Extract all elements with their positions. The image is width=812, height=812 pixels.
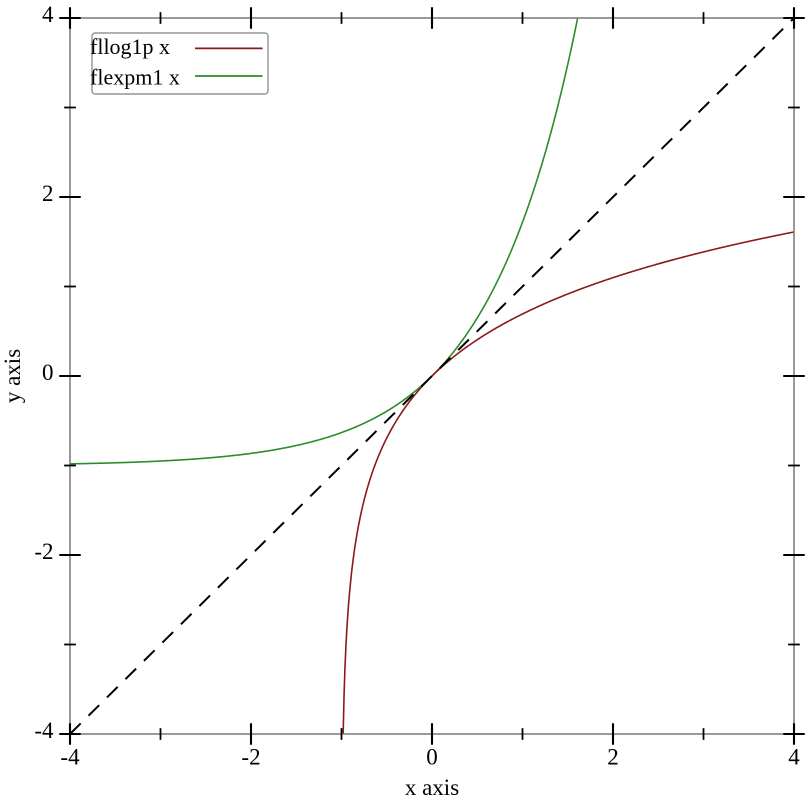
- svg-text:0: 0: [42, 360, 54, 385]
- svg-text:4: 4: [42, 2, 54, 27]
- svg-text:0: 0: [426, 744, 438, 769]
- svg-text:x axis: x axis: [405, 775, 459, 800]
- svg-text:2: 2: [607, 744, 619, 769]
- svg-text:flexpm1 x: flexpm1 x: [90, 65, 180, 90]
- svg-text:2: 2: [42, 181, 54, 206]
- svg-text:4: 4: [788, 744, 800, 769]
- svg-text:y axis: y axis: [0, 349, 25, 403]
- svg-text:-4: -4: [34, 718, 54, 743]
- svg-text:-4: -4: [60, 744, 80, 769]
- svg-text:-2: -2: [241, 744, 260, 769]
- svg-text:fllog1p x: fllog1p x: [90, 34, 170, 59]
- svg-text:-2: -2: [34, 539, 53, 564]
